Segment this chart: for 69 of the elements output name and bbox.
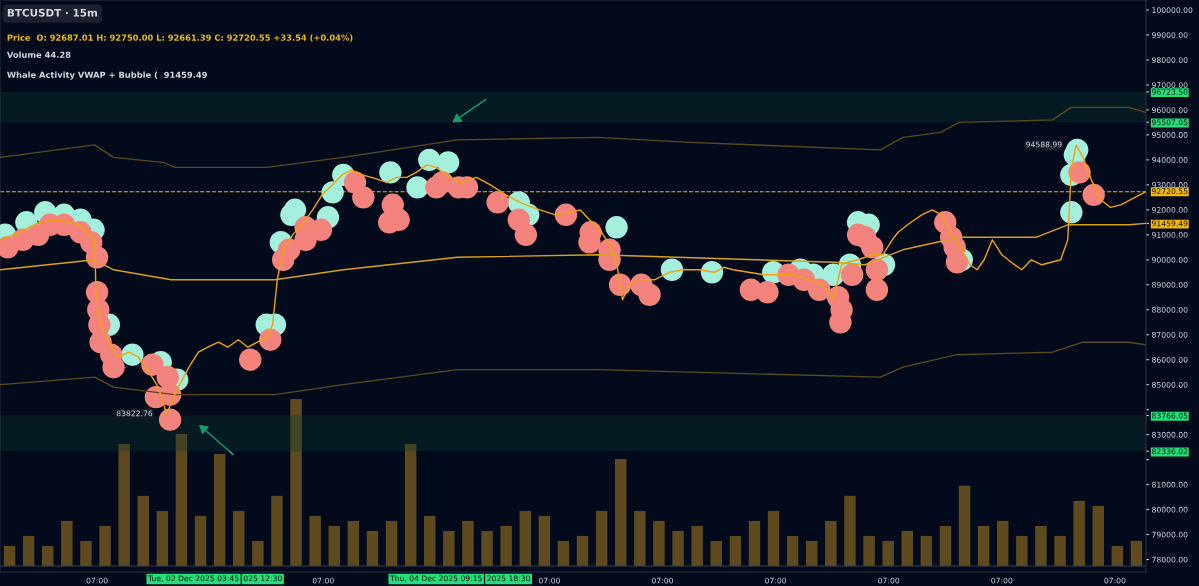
annotation: Volume 44.28 (6, 51, 71, 58)
text: Price O: 92687.01 H: 92750.00 L: 92661.39 C: 92720.55 +33.54 (+0.04%) (7, 34, 353, 42)
bar (80, 540, 92, 566)
bar (347, 520, 360, 566)
bar (519, 510, 531, 566)
bar (1073, 500, 1085, 566)
bar (672, 530, 684, 566)
bar (1130, 540, 1143, 566)
bar (42, 545, 54, 566)
bar (1035, 525, 1047, 566)
bar (366, 530, 379, 566)
bar (500, 525, 512, 566)
bar (1092, 505, 1104, 566)
point (379, 161, 402, 184)
bar (729, 535, 742, 566)
bar (309, 515, 321, 566)
bar (271, 495, 283, 566)
bar (3, 545, 16, 566)
bar (939, 525, 952, 566)
bar (997, 520, 1009, 566)
bar (901, 530, 913, 566)
bar (328, 525, 340, 566)
bar (691, 525, 703, 566)
bar (385, 520, 398, 566)
bar (424, 515, 436, 566)
bar (99, 525, 111, 566)
bar (252, 540, 264, 566)
bar (977, 525, 990, 566)
bar (634, 510, 646, 566)
bar (920, 535, 933, 566)
bar (595, 510, 608, 566)
bar (462, 520, 474, 566)
bar (118, 444, 130, 566)
bar (1111, 545, 1124, 566)
bar (767, 510, 780, 566)
text: BTCUSDT · 15m (7, 8, 98, 17)
bar (22, 535, 35, 566)
bar (481, 530, 493, 566)
bar (863, 535, 875, 566)
bar (576, 535, 589, 566)
bar (825, 520, 837, 566)
bar (156, 510, 169, 566)
bar (443, 530, 455, 566)
annotation: Whale Activity VWAP + Bubble ( 91459.49 (7, 71, 207, 80)
point (436, 151, 460, 174)
bar (213, 454, 226, 566)
bar (615, 459, 627, 566)
bar (194, 515, 207, 566)
point (406, 176, 429, 199)
bar (958, 485, 971, 566)
bar (175, 434, 188, 566)
bar (653, 520, 665, 566)
bar (748, 520, 761, 566)
bar (710, 540, 722, 566)
point (605, 216, 628, 239)
bar (137, 495, 149, 566)
bar (786, 535, 799, 566)
bar (1054, 535, 1066, 566)
bar (1016, 535, 1028, 566)
line-series (0, 106, 1146, 169)
bar (61, 520, 73, 566)
bar (844, 495, 856, 566)
bar (290, 399, 302, 566)
bar (557, 540, 570, 566)
bar (806, 540, 818, 566)
bar (233, 510, 245, 566)
bar (882, 540, 894, 566)
bar (538, 515, 551, 566)
bar (404, 444, 417, 566)
